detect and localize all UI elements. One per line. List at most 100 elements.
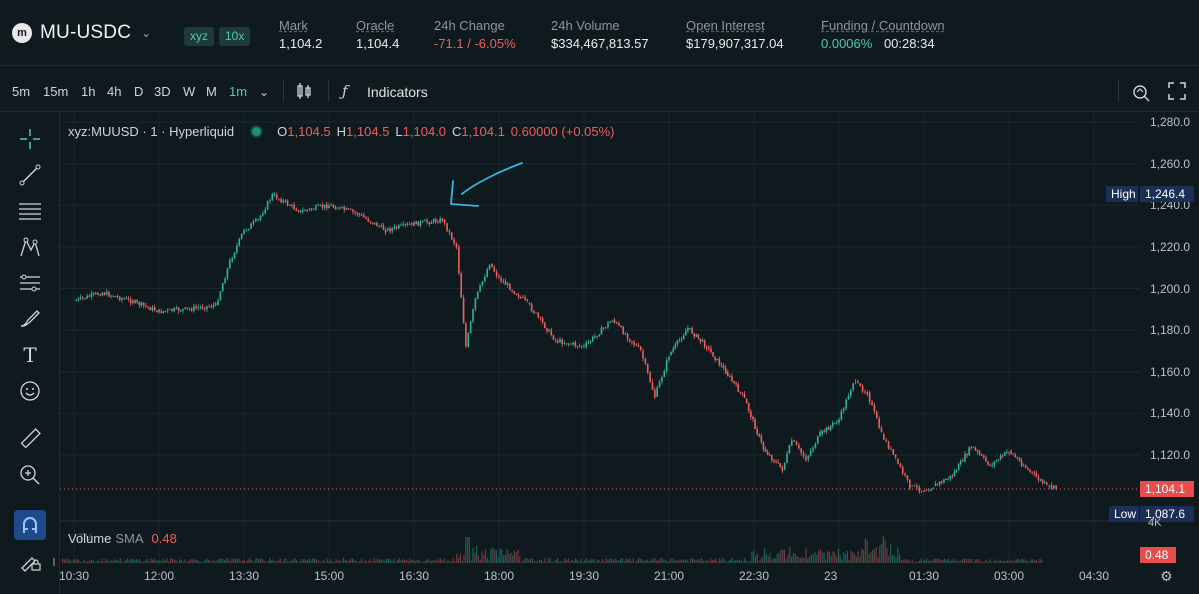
volume-bar	[92, 560, 94, 563]
volume-bar	[985, 559, 987, 563]
volume-bar	[708, 561, 710, 563]
volume-bar	[872, 549, 874, 563]
candle-body	[1024, 465, 1027, 468]
volume-bar	[436, 560, 438, 563]
candle-body	[110, 295, 112, 297]
candle-body	[953, 471, 956, 476]
stat-label[interactable]: Oracle	[356, 18, 395, 33]
legend-symbol[interactable]: xyz:MUUSD · 1 · Hyperliquid	[68, 124, 235, 139]
candle-body	[378, 226, 380, 228]
candle-body	[777, 461, 779, 464]
text-icon[interactable]: T	[23, 343, 37, 367]
volume-bar	[396, 559, 398, 563]
candle-body	[411, 222, 413, 225]
x-tick-label: 01:30	[909, 569, 940, 583]
horizontal-lines-icon[interactable]	[14, 196, 46, 226]
stat-label[interactable]: Funding / Countdown	[821, 18, 945, 33]
candle-body	[233, 252, 236, 259]
function-icon[interactable]: ƒ	[342, 82, 348, 100]
volume-bar	[182, 561, 184, 563]
pair-selector[interactable]: m MU-USDC ⌄	[12, 22, 151, 44]
volume-bar	[63, 559, 65, 563]
stat-label[interactable]: Open Interest	[686, 18, 765, 33]
volume-label[interactable]: Volume	[68, 531, 112, 546]
emoji-icon[interactable]	[14, 376, 46, 406]
candle-body	[469, 321, 472, 334]
volume-bar	[389, 558, 391, 563]
volume-bar	[440, 558, 442, 563]
volume-bar	[805, 547, 807, 563]
volume-bar	[519, 556, 521, 563]
volume-bar	[904, 559, 906, 563]
candle-body	[932, 487, 935, 489]
settings-gear-icon[interactable]: ⚙	[1160, 568, 1173, 584]
x-tick-label: 16:30	[399, 569, 430, 583]
volume-bar	[816, 554, 818, 563]
legend-low: 1,104.0	[402, 124, 447, 139]
drawing-toolbar: T	[0, 112, 60, 594]
volume-bar	[497, 557, 499, 563]
candle-body	[591, 336, 594, 342]
candle-body	[554, 339, 557, 341]
volume-bar	[278, 560, 280, 563]
brush-icon[interactable]	[14, 304, 46, 334]
timeframe-3d[interactable]: 3D	[154, 84, 171, 99]
candle-body	[718, 358, 721, 365]
candle-body	[439, 218, 441, 223]
timeframe-m[interactable]: M	[206, 84, 217, 99]
volume-bar	[672, 559, 674, 563]
volume-bar	[762, 556, 764, 563]
magnet-icon[interactable]	[14, 510, 46, 540]
volume-bar	[800, 558, 802, 563]
volume-bar	[504, 554, 506, 563]
volume-bar	[677, 560, 679, 563]
timeframe-1h[interactable]: 1h	[81, 84, 96, 99]
timeframe-5m[interactable]: 5m	[12, 84, 31, 99]
zoom-in-icon[interactable]	[14, 460, 46, 490]
timeframe-4h[interactable]: 4h	[107, 84, 122, 99]
volume-bar	[290, 560, 292, 563]
crosshair-icon[interactable]	[14, 124, 46, 154]
candle-body	[293, 204, 295, 209]
fullscreen-icon[interactable]	[1168, 82, 1186, 104]
candle-body	[676, 340, 679, 345]
volume-bar	[114, 559, 116, 563]
lock-drawing-icon[interactable]	[14, 546, 46, 576]
volume-bar	[809, 556, 811, 563]
volume-bar	[789, 546, 791, 563]
candle-body	[310, 208, 313, 210]
candle-body	[885, 439, 888, 442]
chevron-down-icon[interactable]: ⌄	[259, 85, 270, 99]
snapshot-icon[interactable]	[1131, 82, 1151, 106]
volume-bar	[1001, 561, 1003, 563]
volume-bar	[960, 560, 962, 563]
timeframe-1m[interactable]: 1m	[229, 84, 248, 99]
volume-bar	[956, 560, 958, 563]
chevron-down-icon[interactable]: ⌄	[141, 26, 152, 40]
candle-body	[1048, 485, 1050, 487]
volume-bar	[202, 561, 204, 563]
ruler-icon[interactable]	[14, 424, 46, 454]
prediction-icon[interactable]	[14, 268, 46, 298]
candle-body	[203, 308, 206, 310]
pattern-icon[interactable]	[14, 232, 46, 262]
volume-bar	[963, 558, 965, 563]
candle-body	[365, 217, 367, 219]
timeframe-d[interactable]: D	[134, 84, 144, 99]
candle-body	[393, 226, 396, 229]
stat-label[interactable]: Mark	[279, 18, 308, 33]
candlestick-type-icon[interactable]	[296, 82, 312, 104]
volume-bar	[908, 559, 910, 563]
timeframe-w[interactable]: W	[183, 84, 196, 99]
volume-bar	[265, 561, 267, 563]
timeframe-15m[interactable]: 15m	[43, 84, 69, 99]
volume-bar	[450, 561, 452, 563]
volume-bar	[715, 558, 717, 563]
volume-bar	[931, 560, 933, 563]
trend-line-icon[interactable]	[14, 160, 46, 190]
candle-body	[581, 345, 583, 347]
stat-value: $334,467,813.57	[551, 36, 649, 51]
volume-bar	[591, 558, 593, 563]
indicators-button[interactable]: Indicators	[367, 84, 428, 100]
